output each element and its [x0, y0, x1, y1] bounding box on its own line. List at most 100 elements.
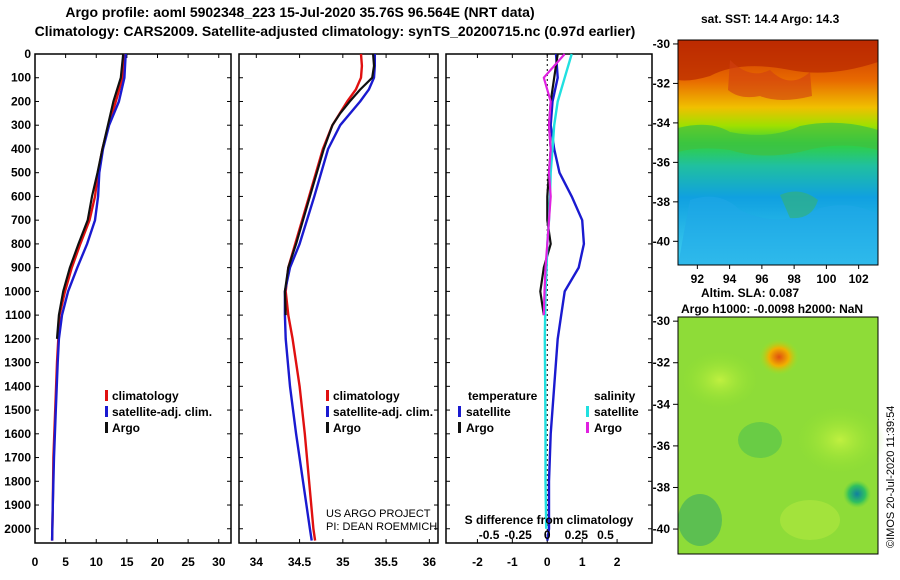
legend-swatch	[586, 422, 589, 433]
title-line-2: Climatology: CARS2009. Satellite-adjuste…	[34, 23, 636, 39]
sla-low-patch	[738, 422, 782, 458]
y-tick-label: 1700	[4, 451, 31, 465]
x-tick-label: -1	[507, 555, 518, 569]
y-tick-label: 1100	[5, 308, 31, 322]
map-y-tick-label: -36	[653, 439, 671, 453]
y-tick-label: 1600	[4, 427, 31, 441]
y-tick-label: 2000	[4, 522, 31, 536]
y-tick-label: 1900	[4, 498, 31, 512]
temperature-panel: 0100200300400500600700800900100011001200…	[4, 47, 232, 569]
legend-group-title: salinity	[594, 389, 636, 403]
y-tick-label: 300	[11, 118, 31, 132]
sla-light-patch-3	[780, 500, 840, 540]
y-tick-label: 600	[11, 189, 31, 203]
map-y-tick-label: -36	[653, 155, 671, 169]
legend-swatch	[586, 406, 589, 417]
map-y-tick-label: -38	[653, 195, 671, 209]
series-line-salinity-argo	[542, 53, 566, 316]
sla-map: -30 -32 -34 -36 -38 -40	[653, 314, 885, 555]
x-tick-label: 0	[32, 555, 39, 569]
map-y-tick-label: -34	[653, 116, 671, 130]
legend-swatch	[458, 422, 461, 433]
map-x-tick-label: 92	[691, 272, 705, 286]
map-y-tick-label: -32	[653, 76, 671, 90]
x-tick-label: 5	[62, 555, 69, 569]
legend-swatch	[105, 422, 108, 433]
legend-swatch	[105, 406, 108, 417]
legend-swatch	[458, 406, 461, 417]
y-tick-label: 1000	[4, 284, 31, 298]
legend-label: satellite	[594, 405, 639, 419]
legend-label: climatology	[112, 389, 179, 403]
map-y-tick-label: -38	[653, 480, 671, 494]
map-y-tick-label: -34	[653, 397, 671, 411]
sst-map: -30 -32 -34 -36 -38 -40 92 94 96 98 100 102	[653, 37, 879, 286]
y-tick-label: 0	[24, 47, 31, 61]
x-tick-label: 20	[151, 555, 165, 569]
y-tick-label: 1800	[4, 474, 31, 488]
sla-hot-spot	[759, 339, 799, 375]
map-y-tick-label: -30	[653, 37, 671, 51]
legend-label: Argo	[112, 421, 140, 435]
diff-axis-label: S difference from climatology	[465, 513, 634, 527]
map-y-tick-label: -40	[653, 234, 671, 248]
map-x-tick-label: 94	[723, 272, 737, 286]
x-tick-label: -2	[472, 555, 483, 569]
sst-front	[678, 122, 878, 156]
sst-cold-patch	[678, 196, 878, 265]
title-line-1: Argo profile: aoml 5902348_223 15-Jul-20…	[65, 4, 535, 20]
panel-frame	[238, 53, 439, 544]
series-line-argo	[55, 53, 125, 339]
y-tick-label: 1300	[4, 356, 31, 370]
legend-group-title: temperature	[468, 389, 538, 403]
y-tick-label: 1200	[4, 332, 31, 346]
map-y-tick-label: -30	[653, 314, 671, 328]
sst-map-title: sat. SST: 14.4 Argo: 14.3	[701, 12, 840, 26]
x-tick-label: 2	[614, 555, 621, 569]
series-line-satellite-adj-clim-	[50, 53, 127, 541]
series-line-temperature-satellite	[546, 53, 586, 541]
legend-swatch	[105, 390, 108, 401]
sla-low-patch-2	[678, 494, 722, 546]
imos-watermark: ©IMOS 20-Jul-2020 11:39:54	[885, 405, 897, 548]
panel-frame	[34, 53, 232, 544]
legend-swatch	[326, 406, 329, 417]
x-tick-label: 30	[212, 555, 226, 569]
x-tick-label: 25	[181, 555, 195, 569]
salinity-panel: 34 34.5 35 35.5 36 climatology satellite-adj. …	[238, 53, 439, 569]
sla-light-patch-2	[795, 405, 885, 475]
project-annotation: PI: DEAN ROEMMICH	[326, 521, 437, 533]
x-tick-label: 15	[120, 555, 134, 569]
x-tick-label: 34.5	[288, 555, 312, 569]
sla-map-title-1: Altim. SLA: 0.087	[701, 286, 800, 300]
x-tick-label: 35.5	[374, 555, 398, 569]
diff-top-tick-label: -0.5	[479, 528, 500, 542]
map-x-tick-label: 98	[787, 272, 801, 286]
legend-label: climatology	[333, 389, 400, 403]
x-tick-label: 0	[544, 555, 551, 569]
map-x-tick-label: 102	[849, 272, 869, 286]
difference-panel: -2 -1 0 1 2 temperature satellite Argo salinity s…	[445, 53, 653, 569]
series-line-temperature-argo	[539, 53, 559, 316]
map-y-tick-label: -40	[653, 522, 671, 536]
legend-label: Argo	[333, 421, 361, 435]
sst-warm-patch-2	[728, 60, 812, 100]
diff-top-tick-label: -0.25	[504, 528, 532, 542]
sst-eddy	[780, 191, 818, 219]
y-tick-label: 900	[11, 261, 31, 275]
map-y-tick-label: -32	[653, 356, 671, 370]
y-tick-label: 800	[11, 237, 31, 251]
series-line-argo	[283, 53, 376, 316]
diff-top-tick-label: 0.5	[597, 528, 614, 542]
y-tick-label: 700	[11, 213, 31, 227]
legend-label: satellite	[466, 405, 511, 419]
y-tick-label: 1400	[4, 379, 31, 393]
sst-map-frame	[677, 39, 879, 266]
x-tick-label: 10	[90, 555, 104, 569]
legend-label: satellite-adj. clim.	[112, 405, 212, 419]
y-tick-label: 1500	[4, 403, 31, 417]
legend-swatch	[326, 390, 329, 401]
y-tick-label: 100	[11, 71, 31, 85]
series-line-satellite-adj-clim-	[283, 54, 376, 541]
x-tick-label: 35	[336, 555, 350, 569]
